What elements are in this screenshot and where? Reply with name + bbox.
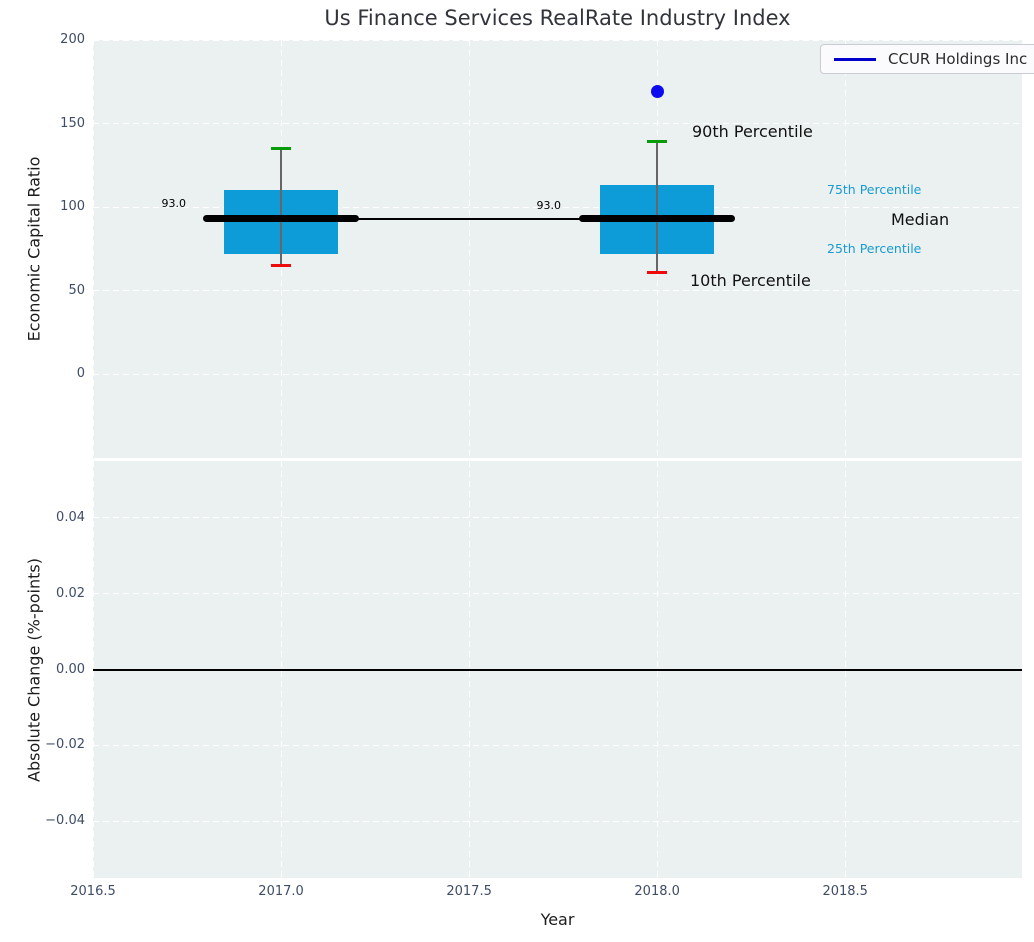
median-line — [203, 215, 360, 223]
median-value-label-2018: 93.0 — [536, 199, 562, 212]
annotation-10th-percentile: 10th Percentile — [690, 271, 811, 290]
whisker-cap-high — [271, 147, 292, 151]
legend-line-icon — [834, 57, 876, 61]
annotation-median: Median — [891, 210, 950, 229]
y-gridline — [93, 123, 1022, 125]
annotation-25th-percentile: 25th Percentile — [827, 241, 922, 256]
x-gridline — [844, 40, 846, 458]
y-gridline — [93, 290, 1022, 292]
y-tick-label: −0.02 — [45, 737, 85, 753]
x-gridline — [468, 40, 470, 458]
x-tick-label: 2018.5 — [822, 884, 868, 899]
y-tick-label: 50 — [68, 282, 85, 298]
y-tick-label: 0 — [76, 366, 85, 382]
y-gridline — [93, 206, 1022, 208]
x-gridline — [92, 40, 94, 458]
whisker-line — [656, 141, 658, 273]
y-tick-label: −0.04 — [45, 813, 85, 829]
y-tick-label: 100 — [60, 199, 85, 215]
y-gridline — [93, 744, 1022, 746]
x-axis-label: Year — [540, 910, 575, 929]
company-data-point — [650, 85, 664, 99]
whisker-cap-low — [271, 264, 292, 268]
y-tick-label: 0.00 — [56, 661, 85, 677]
y-tick-label: 200 — [60, 32, 85, 47]
legend-label: CCUR Holdings Inc — [888, 50, 1028, 68]
x-tick-label: 2017.5 — [446, 884, 492, 899]
y-gridline — [93, 820, 1022, 822]
y-gridline — [93, 39, 1022, 41]
annotation-75th-percentile: 75th Percentile — [827, 182, 922, 197]
whisker-cap-high — [647, 140, 668, 144]
y-tick-label: 0.02 — [56, 585, 85, 601]
top-y-axis-label: Economic Capital Ratio — [24, 156, 44, 342]
annotation-90th-percentile: 90th Percentile — [692, 122, 813, 141]
y-gridline — [93, 593, 1022, 595]
x-tick-label: 2017.0 — [258, 884, 304, 899]
legend: CCUR Holdings Inc — [820, 44, 1034, 74]
zero-reference-line — [93, 668, 1022, 671]
bottom-plot-area — [92, 461, 1022, 878]
median-trend-line — [281, 217, 658, 220]
whisker-cap-low — [647, 270, 668, 274]
x-tick-label: 2018.0 — [634, 884, 680, 899]
median-line — [579, 215, 736, 223]
x-tick-label: 2016.5 — [70, 884, 116, 899]
chart-title: Us Finance Services RealRate Industry In… — [324, 6, 791, 30]
y-tick-label: 150 — [60, 115, 85, 131]
y-gridline — [93, 517, 1022, 519]
whisker-line — [280, 148, 282, 266]
y-gridline — [93, 373, 1022, 375]
y-tick-label: 0.04 — [56, 509, 85, 525]
top-plot-area — [92, 39, 1022, 458]
median-value-label-2017: 93.0 — [161, 197, 187, 210]
